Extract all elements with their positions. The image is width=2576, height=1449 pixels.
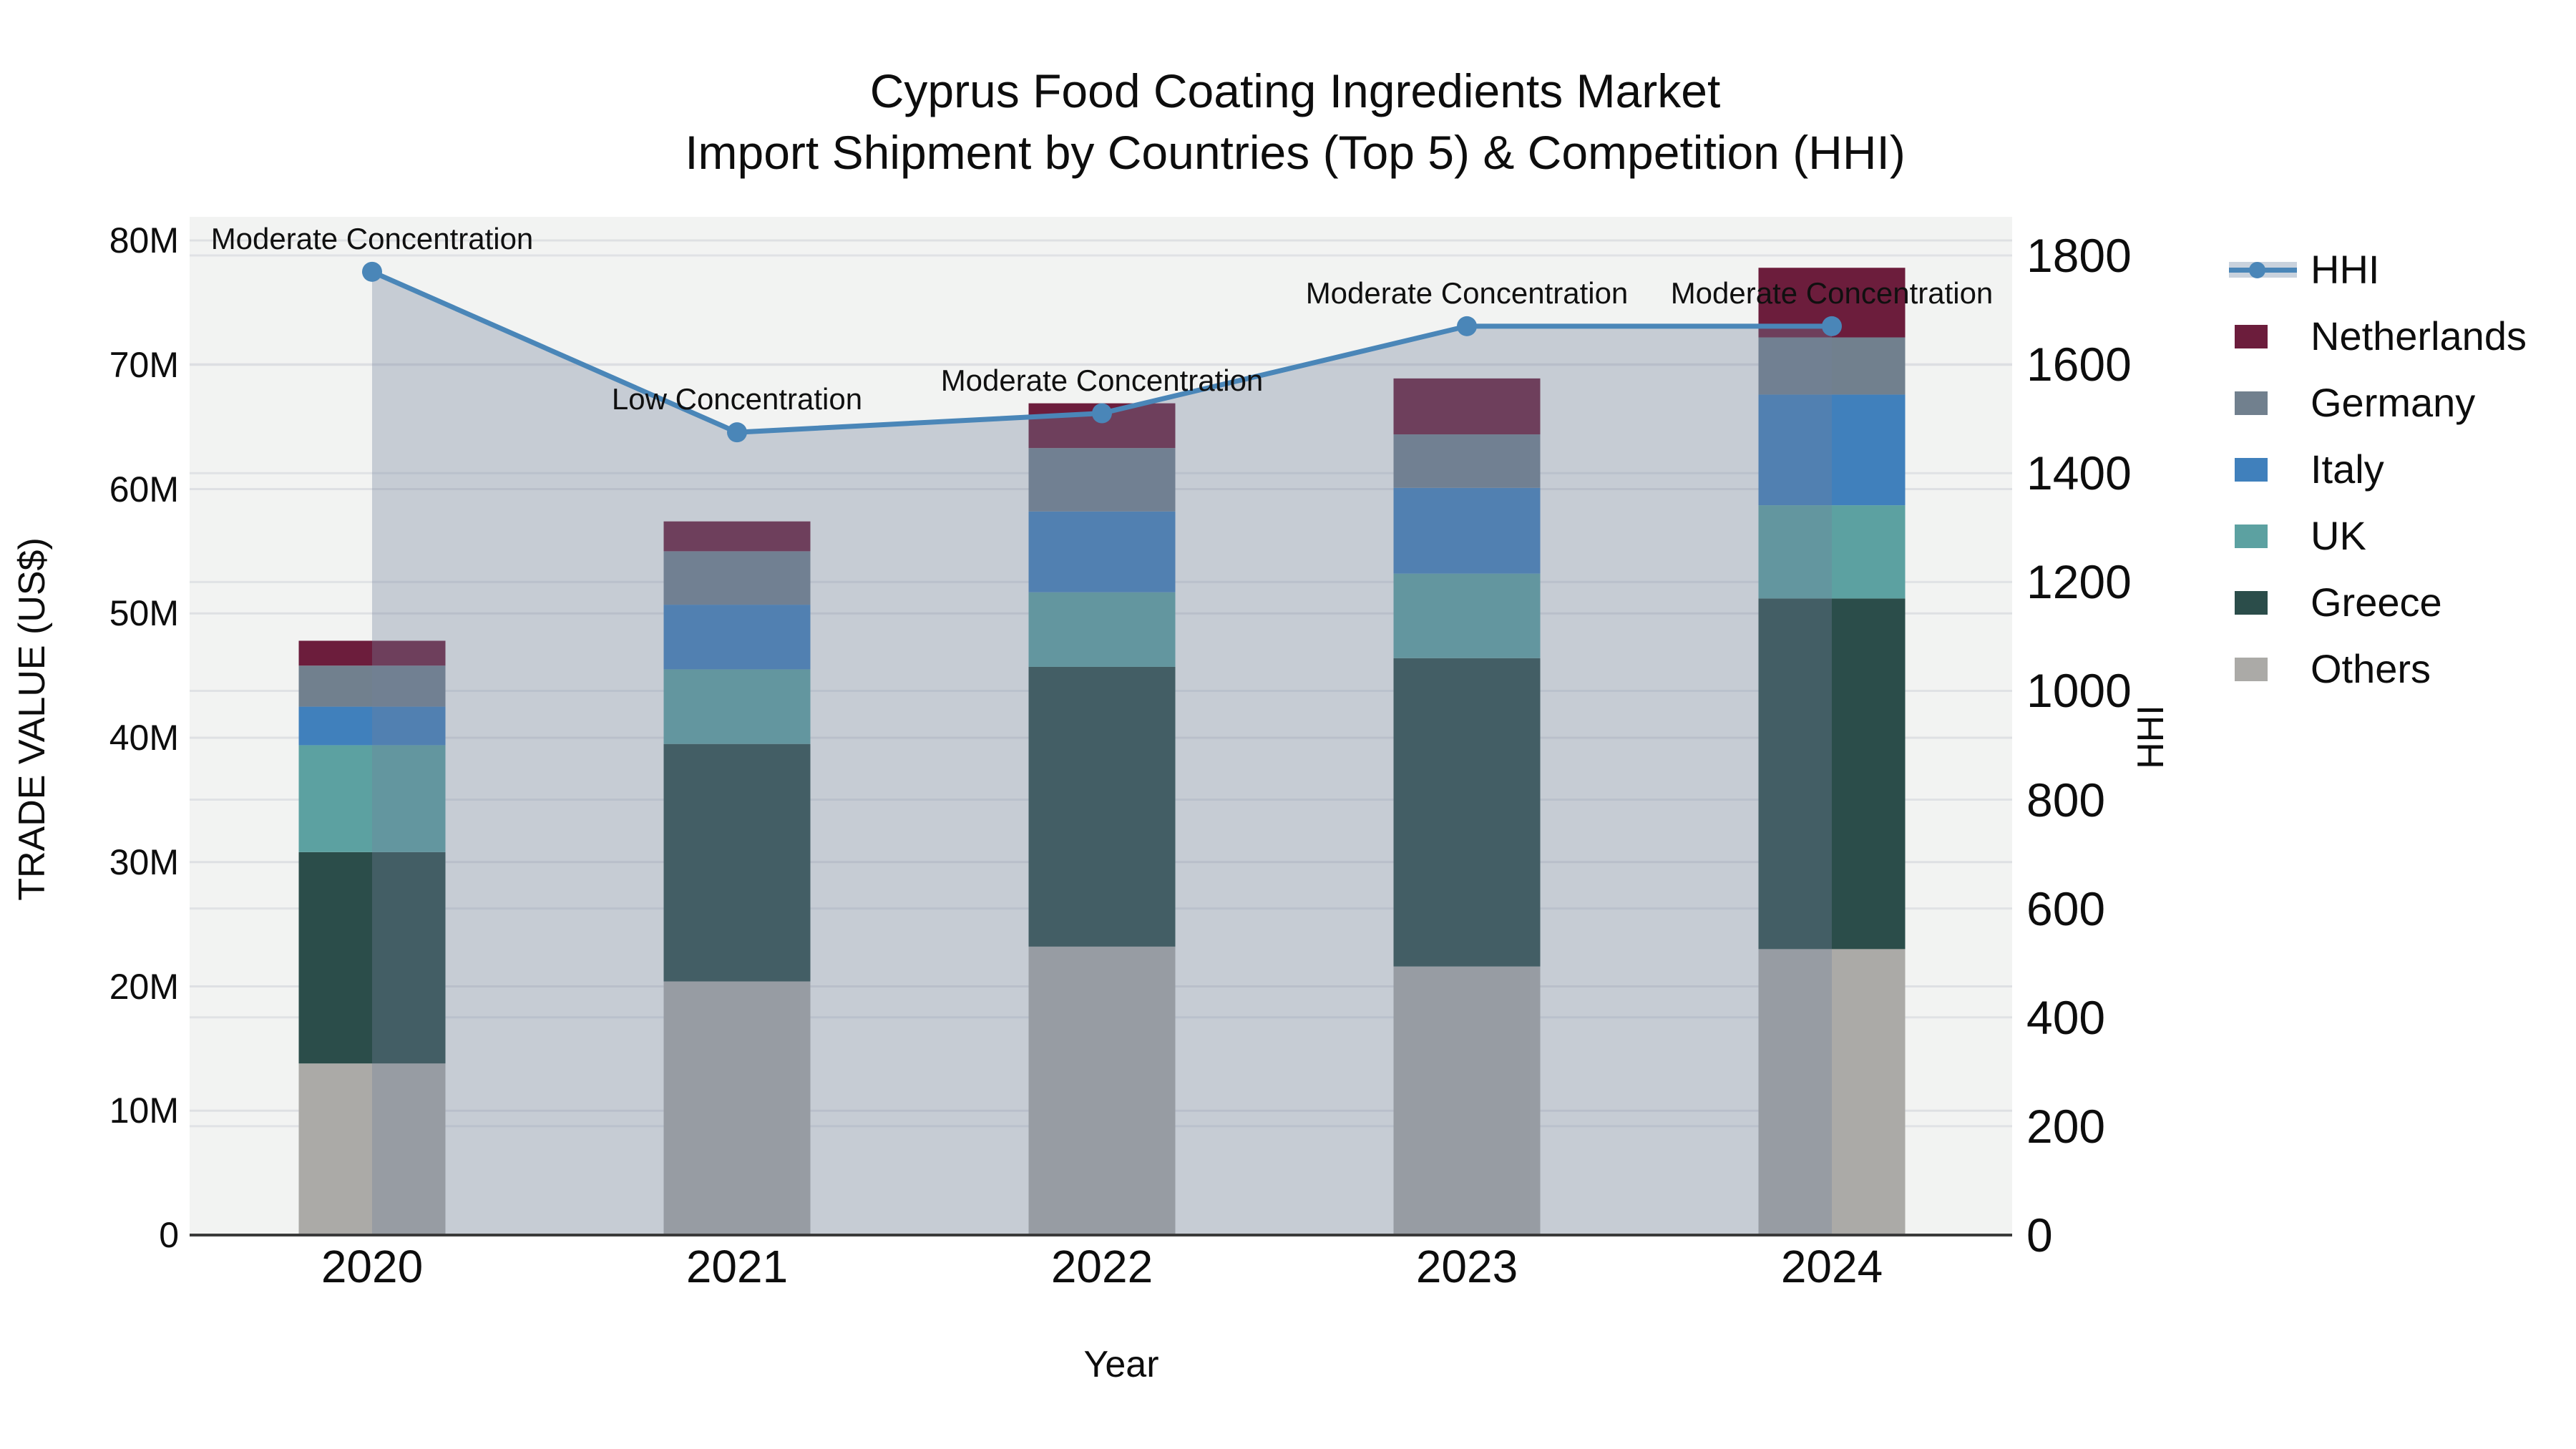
- chart-title-line1: Cyprus Food Coating Ingredients Market: [869, 64, 1721, 117]
- bar-segment-netherlands-2021: [663, 521, 811, 552]
- y-left-tick-label-70M: 70M: [109, 344, 179, 385]
- annotation-2022: Moderate Concentration: [940, 363, 1264, 397]
- y-left-tick-label-60M: 60M: [109, 469, 179, 509]
- bar-segment-italy-2022: [1028, 511, 1176, 592]
- annotation-2024: Moderate Concentration: [1670, 275, 1994, 310]
- annotation-2020: Moderate Concentration: [210, 221, 534, 255]
- bar-segment-others-2023: [1393, 966, 1541, 1235]
- bar-segment-germany-2022: [1028, 448, 1176, 512]
- legend-label-netherlands: Netherlands: [2311, 313, 2527, 358]
- x-tick-label-2022: 2022: [1050, 1241, 1153, 1292]
- annotation-2023: Moderate Concentration: [1305, 275, 1629, 310]
- legend-swatch-others: [2229, 648, 2301, 691]
- color-swatch-icon: [2235, 524, 2268, 548]
- legend-item-hhi: HHI: [2229, 236, 2527, 303]
- legend-label-hhi: HHI: [2311, 247, 2380, 292]
- legend-label-greece: Greece: [2311, 580, 2442, 625]
- y-left-tick-label-0: 0: [159, 1215, 179, 1255]
- bar-segment-greece-2024: [1758, 598, 1906, 950]
- y-right-tick-label-0: 0: [2026, 1209, 2053, 1262]
- legend-label-others: Others: [2311, 646, 2431, 691]
- bar-segment-netherlands-2020: [298, 640, 446, 666]
- color-swatch-icon: [2235, 457, 2268, 482]
- legend: HHI Netherlands Germany Italy UK Greece Others: [2229, 236, 2527, 702]
- bar-segment-greece-2021: [663, 743, 811, 982]
- hhi-marker-2021: [727, 422, 747, 443]
- hhi-marker-2024: [1822, 316, 1842, 336]
- legend-swatch-greece: [2229, 581, 2301, 624]
- y-left-tick-label-80M: 80M: [109, 220, 179, 260]
- color-swatch-icon: [2235, 324, 2268, 348]
- chart-title: Cyprus Food Coating Ingredients Market I…: [685, 60, 1906, 183]
- y-left-tick-label-20M: 20M: [109, 966, 179, 1007]
- hhi-marker-2023: [1457, 316, 1477, 336]
- y-right-tick-label-1400: 1400: [2026, 447, 2132, 500]
- x-tick-label-2021: 2021: [686, 1241, 789, 1292]
- y-left-tick-label-10M: 10M: [109, 1091, 179, 1131]
- legend-item-netherlands: Netherlands: [2229, 303, 2527, 369]
- bar-segment-germany-2021: [663, 551, 811, 605]
- legend-item-germany: Germany: [2229, 369, 2527, 436]
- hhi-area-fill: [372, 271, 1832, 1236]
- x-tick-label-2024: 2024: [1780, 1241, 1883, 1292]
- y-right-tick-label-1600: 1600: [2026, 338, 2132, 391]
- bar-segment-uk-2022: [1028, 592, 1176, 667]
- legend-swatch-italy: [2229, 448, 2301, 491]
- y-right-tick-label-800: 800: [2026, 773, 2106, 826]
- bar-segment-uk-2023: [1393, 573, 1541, 658]
- bar-segment-italy-2024: [1758, 394, 1906, 506]
- bar-segment-uk-2024: [1758, 505, 1906, 599]
- hhi-marker-2020: [362, 261, 382, 282]
- bar-segment-italy-2023: [1393, 487, 1541, 574]
- bar-segment-germany-2024: [1758, 337, 1906, 395]
- bar-segment-greece-2020: [298, 852, 446, 1064]
- bar-segment-uk-2021: [663, 669, 811, 744]
- bar-segment-greece-2022: [1028, 666, 1176, 947]
- bar-segment-uk-2020: [298, 745, 446, 852]
- y-right-tick-label-1800: 1800: [2026, 229, 2132, 282]
- hhi-marker-2022: [1092, 403, 1112, 424]
- hhi-dot-icon: [2249, 261, 2265, 278]
- color-swatch-icon: [2235, 590, 2268, 615]
- bar-segment-germany-2020: [298, 665, 446, 707]
- y-right-tick-label-1000: 1000: [2026, 664, 2132, 718]
- y-left-tick-label-30M: 30M: [109, 841, 179, 882]
- y-right-tick-label-400: 400: [2026, 990, 2106, 1044]
- chart-title-line2: Import Shipment by Countries (Top 5) & C…: [685, 126, 1906, 179]
- legend-item-greece: Greece: [2229, 569, 2527, 635]
- bar-segment-others-2020: [298, 1063, 446, 1235]
- bar-segment-netherlands-2023: [1393, 378, 1541, 435]
- bar-segment-italy-2021: [663, 605, 811, 670]
- bar-segment-others-2024: [1758, 949, 1906, 1235]
- color-swatch-icon: [2235, 391, 2268, 415]
- y-right-tick-label-200: 200: [2026, 1099, 2106, 1153]
- hhi-legend-glyph-icon: [2229, 248, 2301, 291]
- x-tick-label-2020: 2020: [321, 1241, 424, 1292]
- legend-label-germany: Germany: [2311, 380, 2476, 425]
- bar-segment-italy-2020: [298, 706, 446, 746]
- y-right-tick-label-1200: 1200: [2026, 555, 2132, 609]
- bar-segment-others-2021: [663, 981, 811, 1235]
- annotation-2021: Low Concentration: [611, 382, 863, 416]
- x-axis-title: Year: [1083, 1344, 1159, 1385]
- legend-label-italy: Italy: [2311, 447, 2384, 492]
- y-left-tick-label-40M: 40M: [109, 718, 179, 758]
- bar-segment-others-2022: [1028, 946, 1176, 1235]
- legend-label-uk: UK: [2311, 513, 2366, 558]
- bar-segment-greece-2023: [1393, 658, 1541, 967]
- y-right-tick-label-600: 600: [2026, 882, 2106, 935]
- x-tick-label-2023: 2023: [1415, 1241, 1518, 1292]
- y-left-tick-label-50M: 50M: [109, 593, 179, 634]
- legend-swatch-uk: [2229, 514, 2301, 557]
- legend-item-uk: UK: [2229, 502, 2527, 569]
- legend-item-italy: Italy: [2229, 436, 2527, 502]
- color-swatch-icon: [2235, 657, 2268, 681]
- bar-segment-germany-2023: [1393, 434, 1541, 488]
- legend-swatch-germany: [2229, 381, 2301, 424]
- legend-swatch-netherlands: [2229, 315, 2301, 358]
- legend-item-others: Others: [2229, 635, 2527, 702]
